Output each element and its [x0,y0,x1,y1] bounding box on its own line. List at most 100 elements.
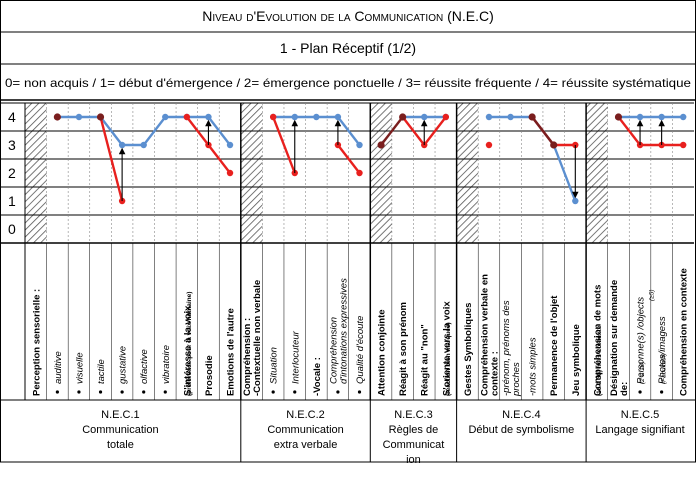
category-text: contexte : [489,351,500,396]
category-label: Gestes Symboliques [463,303,474,396]
category-label: Perception sensorielle : [31,289,42,396]
data-point-blue [140,141,147,149]
hatched-cell [240,103,263,243]
data-point-blue [75,113,83,121]
data-point-red [485,141,493,149]
nec-group-2: N.E.C.2 Communication extra verbale [240,400,344,462]
bullet-icon [55,390,59,394]
category-label: Prosodie [204,355,215,396]
bullet-icon [98,390,103,394]
category-note: (2 à 10) [639,362,646,384]
category-text: Qualité d'écoute [355,316,366,384]
data-point-blue [421,113,428,121]
category-label: Personne(s) /objects(2 à 10) [636,297,647,394]
category-text: Compréhension en contexte [679,268,690,396]
group-title: Communication [267,424,343,436]
category-label: Compréhension en contexte [679,268,690,396]
category-label: Attention conjointe [377,309,388,396]
category-text: Perception sensorielle : [31,289,42,396]
bullet-icon [163,390,167,394]
group-code: N.E.C.4 [502,409,541,421]
category-label: S'oriente vers la voix(réaction bien mar… [441,301,452,396]
data-point-red [183,113,191,121]
group-code: N.E.C.3 [394,409,433,421]
category-note: (≥5) [649,289,656,301]
category-note: (Facultatif) [661,353,668,384]
category-text: visuelle [74,352,85,384]
category-label: vibratoire [161,345,172,394]
bullet-icon [271,390,275,394]
category-label: Compréhension d'intonations expressives [328,278,349,394]
series-line-dark [380,116,404,146]
data-point-red [269,113,277,121]
data-point-blue [118,141,126,149]
hatched-cell [25,103,47,243]
data-point-dark [550,141,558,149]
category-text: Gestes Symboliques [463,303,474,396]
bullet-icon [293,390,297,394]
category-text: Compréhension : [242,318,253,396]
nec-group-4: N.E.C.4 Début de symbolisme [456,400,574,462]
data-point-blue [313,113,320,121]
category-text: Attention conjointe [377,309,388,396]
category-label: Photos/imagess(Facultatif) (≥5) [649,289,668,394]
category-note: (réaction bien marquée) [445,322,452,396]
category-text: auditive [53,351,64,384]
category-text: S'oriente vers la voix [441,301,452,396]
y-tick-label: 2 [8,165,16,181]
category-text: -Vocale : [312,357,323,396]
category-label: Jeu symbolique [571,324,582,396]
category-label: -prénom, prénoms des proches [501,300,522,397]
category-label: Permanence de l'objet [549,295,560,396]
hatched-cell [586,103,608,243]
y-tick-label: 3 [8,137,16,153]
category-text: Situation [269,347,280,384]
category-text: Prosodie [204,355,215,396]
category-label: S'intéresse à la voix(préférence pour la… [182,292,193,396]
category-text: vibratoire [161,345,172,384]
category-label: -Vocale : [312,357,323,396]
data-point-red [226,169,234,177]
data-point-blue [485,113,493,121]
series-line-red [272,116,296,174]
category-label: Emotions de l'autre [226,308,237,396]
category-label: Compréhension verbale en contexte : [479,274,500,396]
category-text: Compréhension de mots [592,285,603,396]
data-point-blue [162,113,169,121]
data-point-blue [572,197,579,205]
category-label: gustative [118,346,129,394]
hatched-cell [370,103,392,243]
data-point-dark [377,141,385,149]
category-text: Réagit au "non" [420,324,431,396]
data-point-blue [291,113,298,121]
group-code: N.E.C.2 [286,409,325,421]
category-text: gustative [118,346,129,384]
category-label: tactile [96,359,107,394]
category-text: Désignation sur demande [609,280,620,396]
data-point-blue [356,141,363,149]
category-text: S'intéresse à la voix [182,305,193,396]
data-point-blue [507,113,514,121]
hatched-cell [456,103,479,243]
category-text: Réagit à son prénom [398,302,409,396]
data-point-red [680,141,687,149]
series-dark [53,113,623,149]
bullet-icon [142,390,146,394]
category-text: de: [619,382,630,396]
group-title: extra verbale [274,439,338,451]
category-text: -Contextuelle non verbale [252,280,263,396]
category-note: (préférence pour la voix humaine) [186,292,193,396]
nec-group-1: N.E.C.1 Communication totale [82,409,158,451]
bullet-icon [120,390,124,394]
category-label: Compréhension : -Contextuelle non verbale [242,280,263,396]
category-label: Désignation sur demande de: [609,280,630,396]
y-tick-label: 1 [8,193,16,209]
category-text: Photos/imagess [657,316,668,384]
category-text: tactile [96,359,107,384]
data-point-blue [334,113,342,121]
category-label: Réagit à son prénom [398,302,409,396]
category-text: -mots simples [528,337,539,396]
series-line-red [99,116,124,202]
data-point-blue [226,141,234,149]
